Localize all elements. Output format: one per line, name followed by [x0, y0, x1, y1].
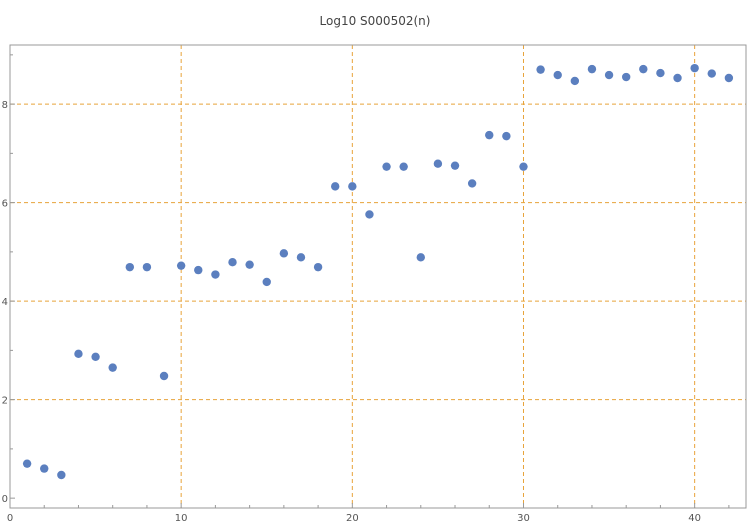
data-point: [467, 179, 477, 188]
data-point: [707, 69, 716, 78]
data-point: [228, 258, 237, 267]
x-tick-label: 20: [346, 513, 359, 524]
data-point: [348, 182, 357, 191]
data-point: [211, 270, 220, 279]
chart-title: Log10 S000502(n): [319, 14, 431, 28]
data-point: [245, 260, 254, 269]
data-point: [194, 265, 203, 275]
data-points: [22, 63, 734, 480]
y-tick-label: 0: [2, 494, 8, 505]
data-point: [553, 70, 562, 80]
data-point: [690, 63, 699, 73]
x-tick-label: 30: [517, 513, 530, 524]
data-point: [570, 76, 580, 86]
data-point: [673, 73, 682, 83]
y-tick-label: 2: [2, 396, 8, 407]
data-point: [313, 262, 323, 272]
data-point: [22, 459, 32, 468]
data-point: [142, 262, 152, 272]
data-point: [587, 64, 597, 74]
data-point: [433, 159, 443, 168]
data-point: [365, 210, 374, 219]
axes: 0 10 20 30 40 0 2 4 6 8: [2, 44, 747, 524]
y-tick-label: 4: [2, 297, 8, 308]
data-point: [621, 72, 631, 82]
data-point: [57, 470, 66, 480]
grid-lines: [10, 45, 746, 508]
y-tick-label: 8: [2, 100, 8, 111]
data-point: [416, 253, 425, 262]
data-point: [485, 130, 494, 140]
data-point: [331, 182, 340, 191]
data-point: [382, 162, 391, 171]
data-point: [279, 249, 289, 258]
data-point: [502, 131, 511, 141]
data-point: [74, 349, 83, 359]
data-point: [176, 261, 186, 270]
data-point: [450, 161, 460, 170]
data-point: [296, 253, 306, 262]
data-point: [91, 352, 100, 361]
x-tick-label: 0: [7, 513, 13, 524]
data-point: [159, 371, 169, 381]
data-point: [108, 363, 117, 372]
data-point: [125, 262, 135, 272]
y-tick-label: 6: [2, 199, 8, 210]
x-tick-label: 10: [175, 513, 188, 524]
data-point: [399, 162, 408, 171]
plot-frame: [9, 44, 747, 509]
x-tick-label: 40: [688, 513, 701, 524]
data-point: [536, 65, 545, 74]
data-point: [656, 68, 665, 78]
data-point: [639, 64, 648, 74]
data-point: [724, 73, 734, 83]
data-point: [519, 162, 528, 171]
data-point: [262, 277, 271, 287]
data-point: [40, 464, 49, 473]
data-point: [604, 70, 614, 80]
